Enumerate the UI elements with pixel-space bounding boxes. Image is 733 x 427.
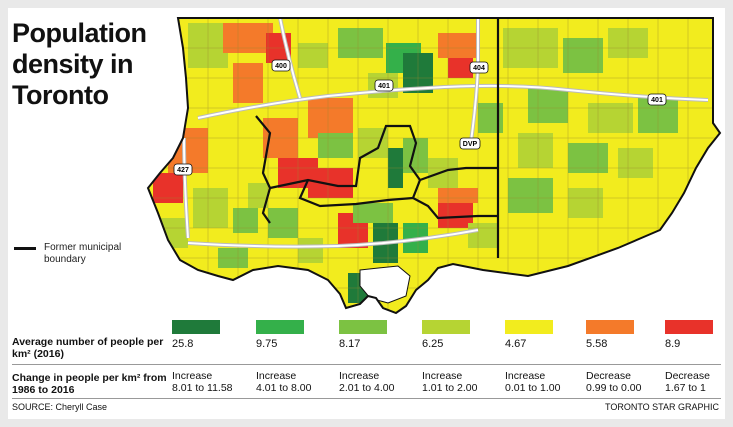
- change-range: 2.01 to 4.00: [339, 382, 395, 394]
- change-direction: Decrease: [586, 370, 631, 382]
- change-direction: Increase: [256, 370, 297, 382]
- title-line: density in: [12, 49, 134, 79]
- legend-swatch: [422, 320, 470, 334]
- boundary-legend-label: Former municipal boundary: [44, 242, 122, 265]
- page-title: Population density in Toronto: [12, 18, 182, 111]
- legend-swatch: [172, 320, 220, 334]
- highway-shield-427: 427: [173, 163, 193, 176]
- change-direction: Increase: [505, 370, 546, 382]
- legend-avg-value: 4.67: [505, 338, 527, 350]
- legend-swatch: [256, 320, 304, 334]
- change-direction: Increase: [422, 370, 463, 382]
- svg-text:401: 401: [378, 83, 390, 90]
- boundary-line-swatch: [14, 247, 36, 250]
- divider: [12, 398, 721, 399]
- change-range: 4.01 to 8.00: [256, 382, 312, 394]
- legend-change: Increase 1.01 to 2.00: [422, 370, 477, 394]
- change-label: Change in people per km² from 1986 to 20…: [12, 372, 167, 396]
- infographic-frame: 400 401 404 DVP 427 401 Population densi…: [8, 8, 725, 419]
- change-direction: Increase: [172, 370, 213, 382]
- legend-avg-value: 5.58: [586, 338, 608, 350]
- highway-shield-400: 400: [271, 59, 291, 72]
- highway-shield-dvp: DVP: [459, 137, 481, 150]
- legend-avg-value: 8.17: [339, 338, 361, 350]
- divider: [12, 364, 721, 365]
- title-line: Toronto: [12, 80, 109, 110]
- legend-swatch: [586, 320, 634, 334]
- legend-avg-value: 25.8: [172, 338, 194, 350]
- toronto-density-map: 400 401 404 DVP 427 401: [146, 17, 722, 315]
- svg-text:400: 400: [275, 63, 287, 70]
- title-line: Population: [12, 18, 147, 48]
- legend-avg-value: 8.9: [665, 338, 681, 350]
- change-range: 0.99 to 0.00: [586, 382, 642, 394]
- source-credit: SOURCE: Cheryll Case: [12, 402, 108, 412]
- svg-text:401: 401: [651, 97, 663, 104]
- highway-shield-404: 404: [469, 61, 489, 74]
- svg-text:DVP: DVP: [463, 141, 478, 148]
- legend-change: Decrease 1.67 to 1: [665, 370, 710, 394]
- legend-avg-value: 6.25: [422, 338, 444, 350]
- change-range: 1.01 to 2.00: [422, 382, 478, 394]
- legend-avg-value: 9.75: [256, 338, 278, 350]
- legend-change: Increase 0.01 to 1.00: [505, 370, 560, 394]
- change-range: 1.67 to 1: [665, 382, 706, 394]
- change-direction: Increase: [339, 370, 380, 382]
- legend-change: Increase 4.01 to 8.00: [256, 370, 311, 394]
- highways: [182, 17, 709, 249]
- legend-change: Increase 8.01 to 11.58: [172, 370, 233, 394]
- legend-change: Increase 2.01 to 4.00: [339, 370, 394, 394]
- avg-density-label: Average number of people per km² (2016): [12, 336, 164, 360]
- legend-swatch: [505, 320, 553, 334]
- legend-swatch: [339, 320, 387, 334]
- highway-shield-401-west: 401: [374, 79, 394, 92]
- change-range: 8.01 to 11.58: [172, 382, 233, 394]
- change-range: 0.01 to 1.00: [505, 382, 561, 394]
- graphic-credit: TORONTO STAR GRAPHIC: [604, 402, 719, 412]
- city-outline: [146, 17, 722, 315]
- highway-shield-401-east: 401: [647, 93, 667, 106]
- legend-change: Decrease 0.99 to 0.00: [586, 370, 641, 394]
- change-direction: Decrease: [665, 370, 710, 382]
- legend-swatch: [665, 320, 713, 334]
- former-municipal-boundaries: [255, 18, 500, 258]
- svg-text:404: 404: [473, 65, 485, 72]
- map-regions: [148, 18, 720, 313]
- svg-text:427: 427: [177, 167, 189, 174]
